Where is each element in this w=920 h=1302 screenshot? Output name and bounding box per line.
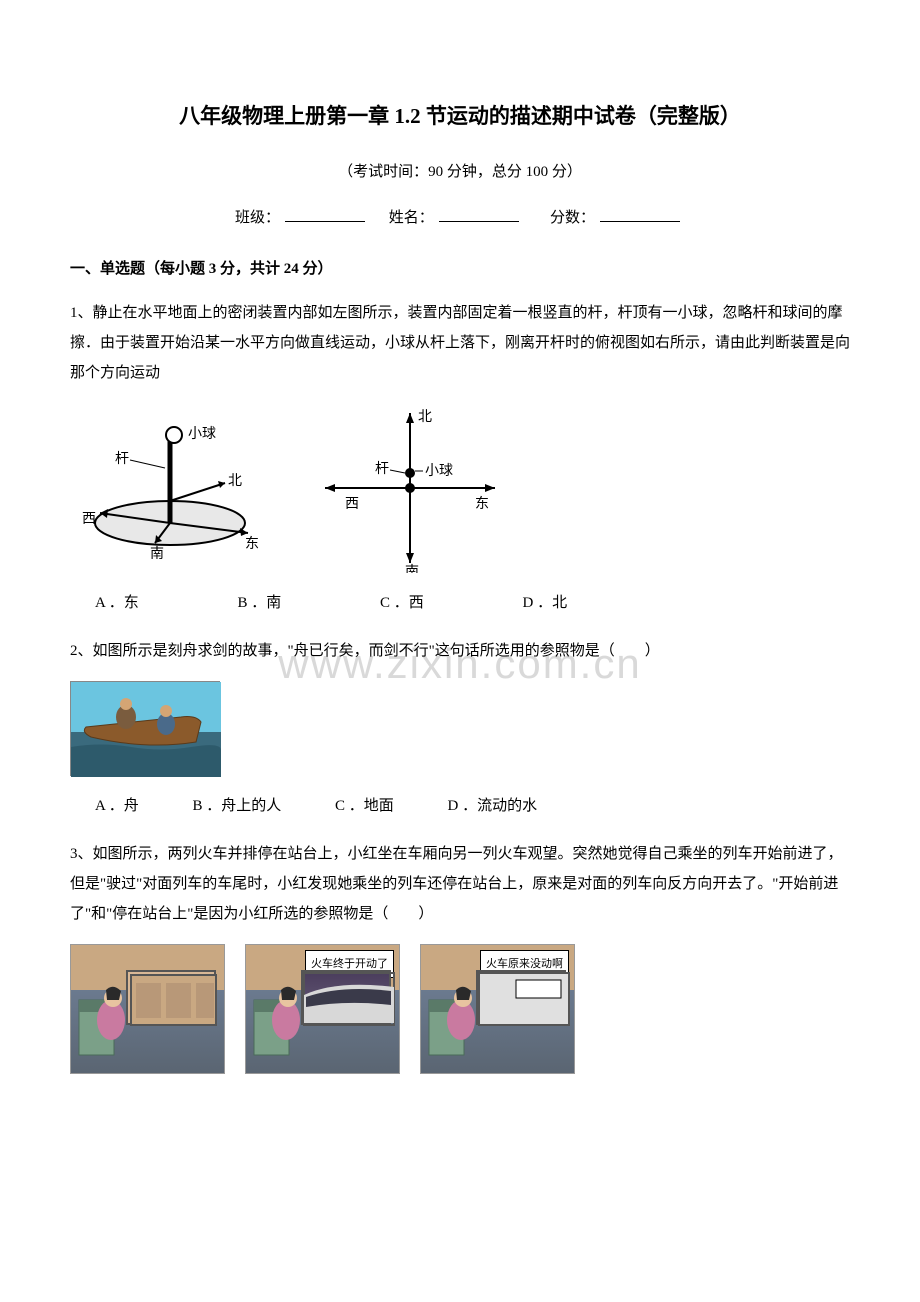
q3-figures: 火车终于开动了 火车原来没动啊 站台 xyxy=(70,944,850,1074)
svg-text:杆: 杆 xyxy=(375,461,389,477)
svg-text:北: 北 xyxy=(418,409,432,425)
student-info: 班级： 姓名： 分数： xyxy=(70,206,850,227)
score-label: 分数： xyxy=(550,210,595,226)
q2-options: A ．舟 B ．舟上的人 C ．地面 D ．流动的水 xyxy=(70,791,850,821)
question-1: 1、静止在水平地面上的密闭装置内部如左图所示，装置内部固定着一根竖直的杆，杆顶有… xyxy=(70,298,850,618)
svg-text:西: 西 xyxy=(345,497,359,512)
section-header: 一、单选题（每小题 3 分，共计 24 分） xyxy=(70,257,850,278)
q2-option-d[interactable]: D ．流动的水 xyxy=(448,798,538,814)
svg-text:南: 南 xyxy=(150,546,164,562)
svg-text:小球: 小球 xyxy=(425,463,453,479)
q1-option-a[interactable]: A ．东 xyxy=(95,595,139,611)
q1-figure-left: 杆 小球 北 东 西 南 xyxy=(70,413,270,563)
page-title: 八年级物理上册第一章 1.2 节运动的描述期中试卷（完整版） xyxy=(70,100,850,130)
q2-option-c[interactable]: C ．地面 xyxy=(335,798,394,814)
name-label: 姓名： xyxy=(389,210,434,226)
boat-image xyxy=(70,681,220,776)
class-blank[interactable] xyxy=(285,221,365,222)
class-label: 班级： xyxy=(235,210,280,226)
q2-text: 2、如图所示是刻舟求剑的故事，"舟已行矣，而剑不行"这句话所选用的参照物是（ ） xyxy=(70,636,850,666)
q1-figure-right: 北 南 西 东 杆 小球 xyxy=(310,403,510,573)
q3-text: 3、如图所示，两列火车并排停在站台上，小红坐在车厢向另一列火车观望。突然她觉得自… xyxy=(70,839,850,929)
exam-info: （考试时间：90 分钟，总分 100 分） xyxy=(70,160,850,181)
q2-option-b[interactable]: B ．舟上的人 xyxy=(193,798,282,814)
q2-figure xyxy=(70,681,850,776)
svg-text:北: 北 xyxy=(228,473,242,489)
train-img-2: 火车终于开动了 xyxy=(245,944,400,1074)
q2-option-a[interactable]: A ．舟 xyxy=(95,798,139,814)
score-blank[interactable] xyxy=(600,221,680,222)
q1-text: 1、静止在水平地面上的密闭装置内部如左图所示，装置内部固定着一根竖直的杆，杆顶有… xyxy=(70,298,850,388)
svg-text:东: 东 xyxy=(245,536,259,552)
train-img-1 xyxy=(70,944,225,1074)
q1-option-d[interactable]: D ．北 xyxy=(523,595,568,611)
svg-text:南: 南 xyxy=(405,564,419,573)
svg-text:东: 东 xyxy=(475,496,489,512)
q1-options: A ．东 B ．南 C ．西 D ．北 xyxy=(70,588,850,618)
question-2: 2、如图所示是刻舟求剑的故事，"舟已行矣，而剑不行"这句话所选用的参照物是（ ）… xyxy=(70,636,850,821)
q1-figures: 杆 小球 北 东 西 南 xyxy=(70,403,850,573)
svg-text:小球: 小球 xyxy=(188,426,216,442)
name-blank[interactable] xyxy=(439,221,519,222)
q1-option-c[interactable]: C ．西 xyxy=(380,595,424,611)
svg-text:西: 西 xyxy=(82,512,96,527)
q1-option-b[interactable]: B ．南 xyxy=(238,595,282,611)
train-img-3: 火车原来没动啊 站台 xyxy=(420,944,575,1074)
question-3: 3、如图所示，两列火车并排停在站台上，小红坐在车厢向另一列火车观望。突然她觉得自… xyxy=(70,839,850,1074)
pole-label: 杆 xyxy=(115,451,129,467)
